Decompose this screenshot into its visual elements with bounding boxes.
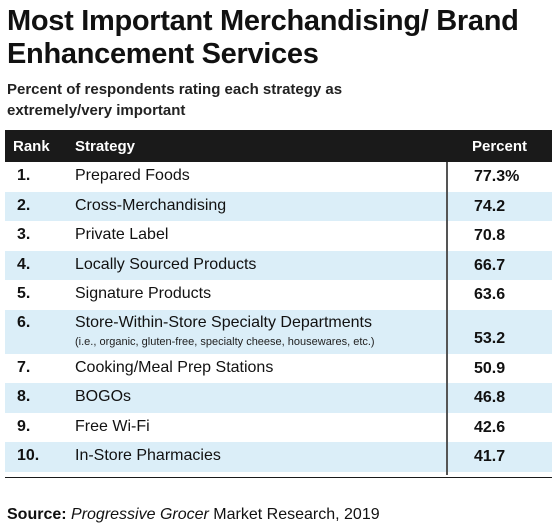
- rank-cell: 5.: [17, 285, 31, 302]
- rank-cell: 4.: [17, 255, 31, 273]
- strategy-note: (i.e., organic, gluten-free, specialty c…: [75, 335, 375, 348]
- percent-cell: 74.2: [474, 197, 506, 215]
- header-rank: Rank: [13, 138, 50, 155]
- rank-cell: 3.: [17, 226, 31, 243]
- strategy-cell: Cross-Merchandising: [75, 196, 227, 214]
- chart-subtitle: Percent of respondents rating each strat…: [7, 81, 343, 119]
- source-publication: Progressive Grocer: [71, 506, 209, 523]
- rank-cell: 8.: [17, 388, 31, 405]
- percent-cell: 77.3%: [474, 168, 520, 185]
- strategy-cell: BOGOs: [75, 388, 132, 405]
- table-row: 7. Cooking/Meal Prep Stations 50.9: [5, 354, 552, 384]
- rank-cell: 1.: [17, 167, 31, 184]
- strategy-cell: Signature Products: [75, 285, 212, 302]
- table-row: 1. Prepared Foods 77.3%: [5, 162, 552, 192]
- table-row: 3. Private Label 70.8: [5, 221, 552, 251]
- percent-cell: 63.6: [474, 286, 506, 303]
- percent-cell: 41.7: [474, 448, 506, 465]
- ranking-table: Rank Strategy Percent 1. Prepared Foods 77…: [5, 130, 552, 478]
- table-row: 2. Cross-Merchandising 74.2: [5, 191, 552, 221]
- rank-cell: 7.: [17, 358, 31, 376]
- chart-title: Most Important Merchandising/ Brand Enha…: [7, 5, 519, 70]
- strategy-cell: Locally Sourced Products: [75, 255, 257, 273]
- percent-cell: 46.8: [474, 389, 506, 406]
- table-header: Rank Strategy Percent: [5, 130, 552, 162]
- strategy-cell: Prepared Foods: [75, 167, 190, 184]
- table-row: 6. Store-Within-Store Specialty Departmen…: [5, 309, 552, 354]
- strategy-cell: Cooking/Meal Prep Stations: [75, 358, 274, 376]
- header-strategy: Strategy: [75, 138, 136, 155]
- table-row: 5. Signature Products 63.6: [5, 280, 552, 310]
- table-row: 4. Locally Sourced Products 66.7: [5, 250, 552, 280]
- rank-cell: 2.: [17, 196, 31, 214]
- source-note: Source: Progressive Grocer Market Resear…: [7, 506, 380, 524]
- strategy-cell: Private Label: [75, 226, 169, 243]
- header-percent: Percent: [472, 138, 528, 155]
- column-divider: [446, 162, 448, 475]
- table-row: 8. BOGOs 46.8: [5, 383, 552, 413]
- strategy-cell: Store-Within-Store Specialty Departments: [75, 313, 372, 331]
- source-rest: Market Research, 2019: [208, 506, 380, 523]
- percent-cell: 66.7: [474, 256, 506, 274]
- strategy-cell: Free Wi-Fi: [75, 417, 150, 435]
- rank-cell: 6.: [17, 313, 31, 331]
- rank-cell: 10.: [17, 447, 40, 464]
- source-label: Source:: [7, 506, 67, 523]
- strategy-cell: In-Store Pharmacies: [75, 447, 221, 464]
- percent-cell: 70.8: [474, 227, 506, 244]
- table-row: 10. In-Store Pharmacies 41.7: [5, 442, 552, 472]
- percent-cell: 53.2: [474, 329, 506, 347]
- table-row: 9. Free Wi-Fi 42.6: [5, 413, 552, 443]
- percent-cell: 42.6: [474, 418, 506, 436]
- rank-cell: 9.: [17, 417, 31, 435]
- percent-cell: 50.9: [474, 359, 506, 377]
